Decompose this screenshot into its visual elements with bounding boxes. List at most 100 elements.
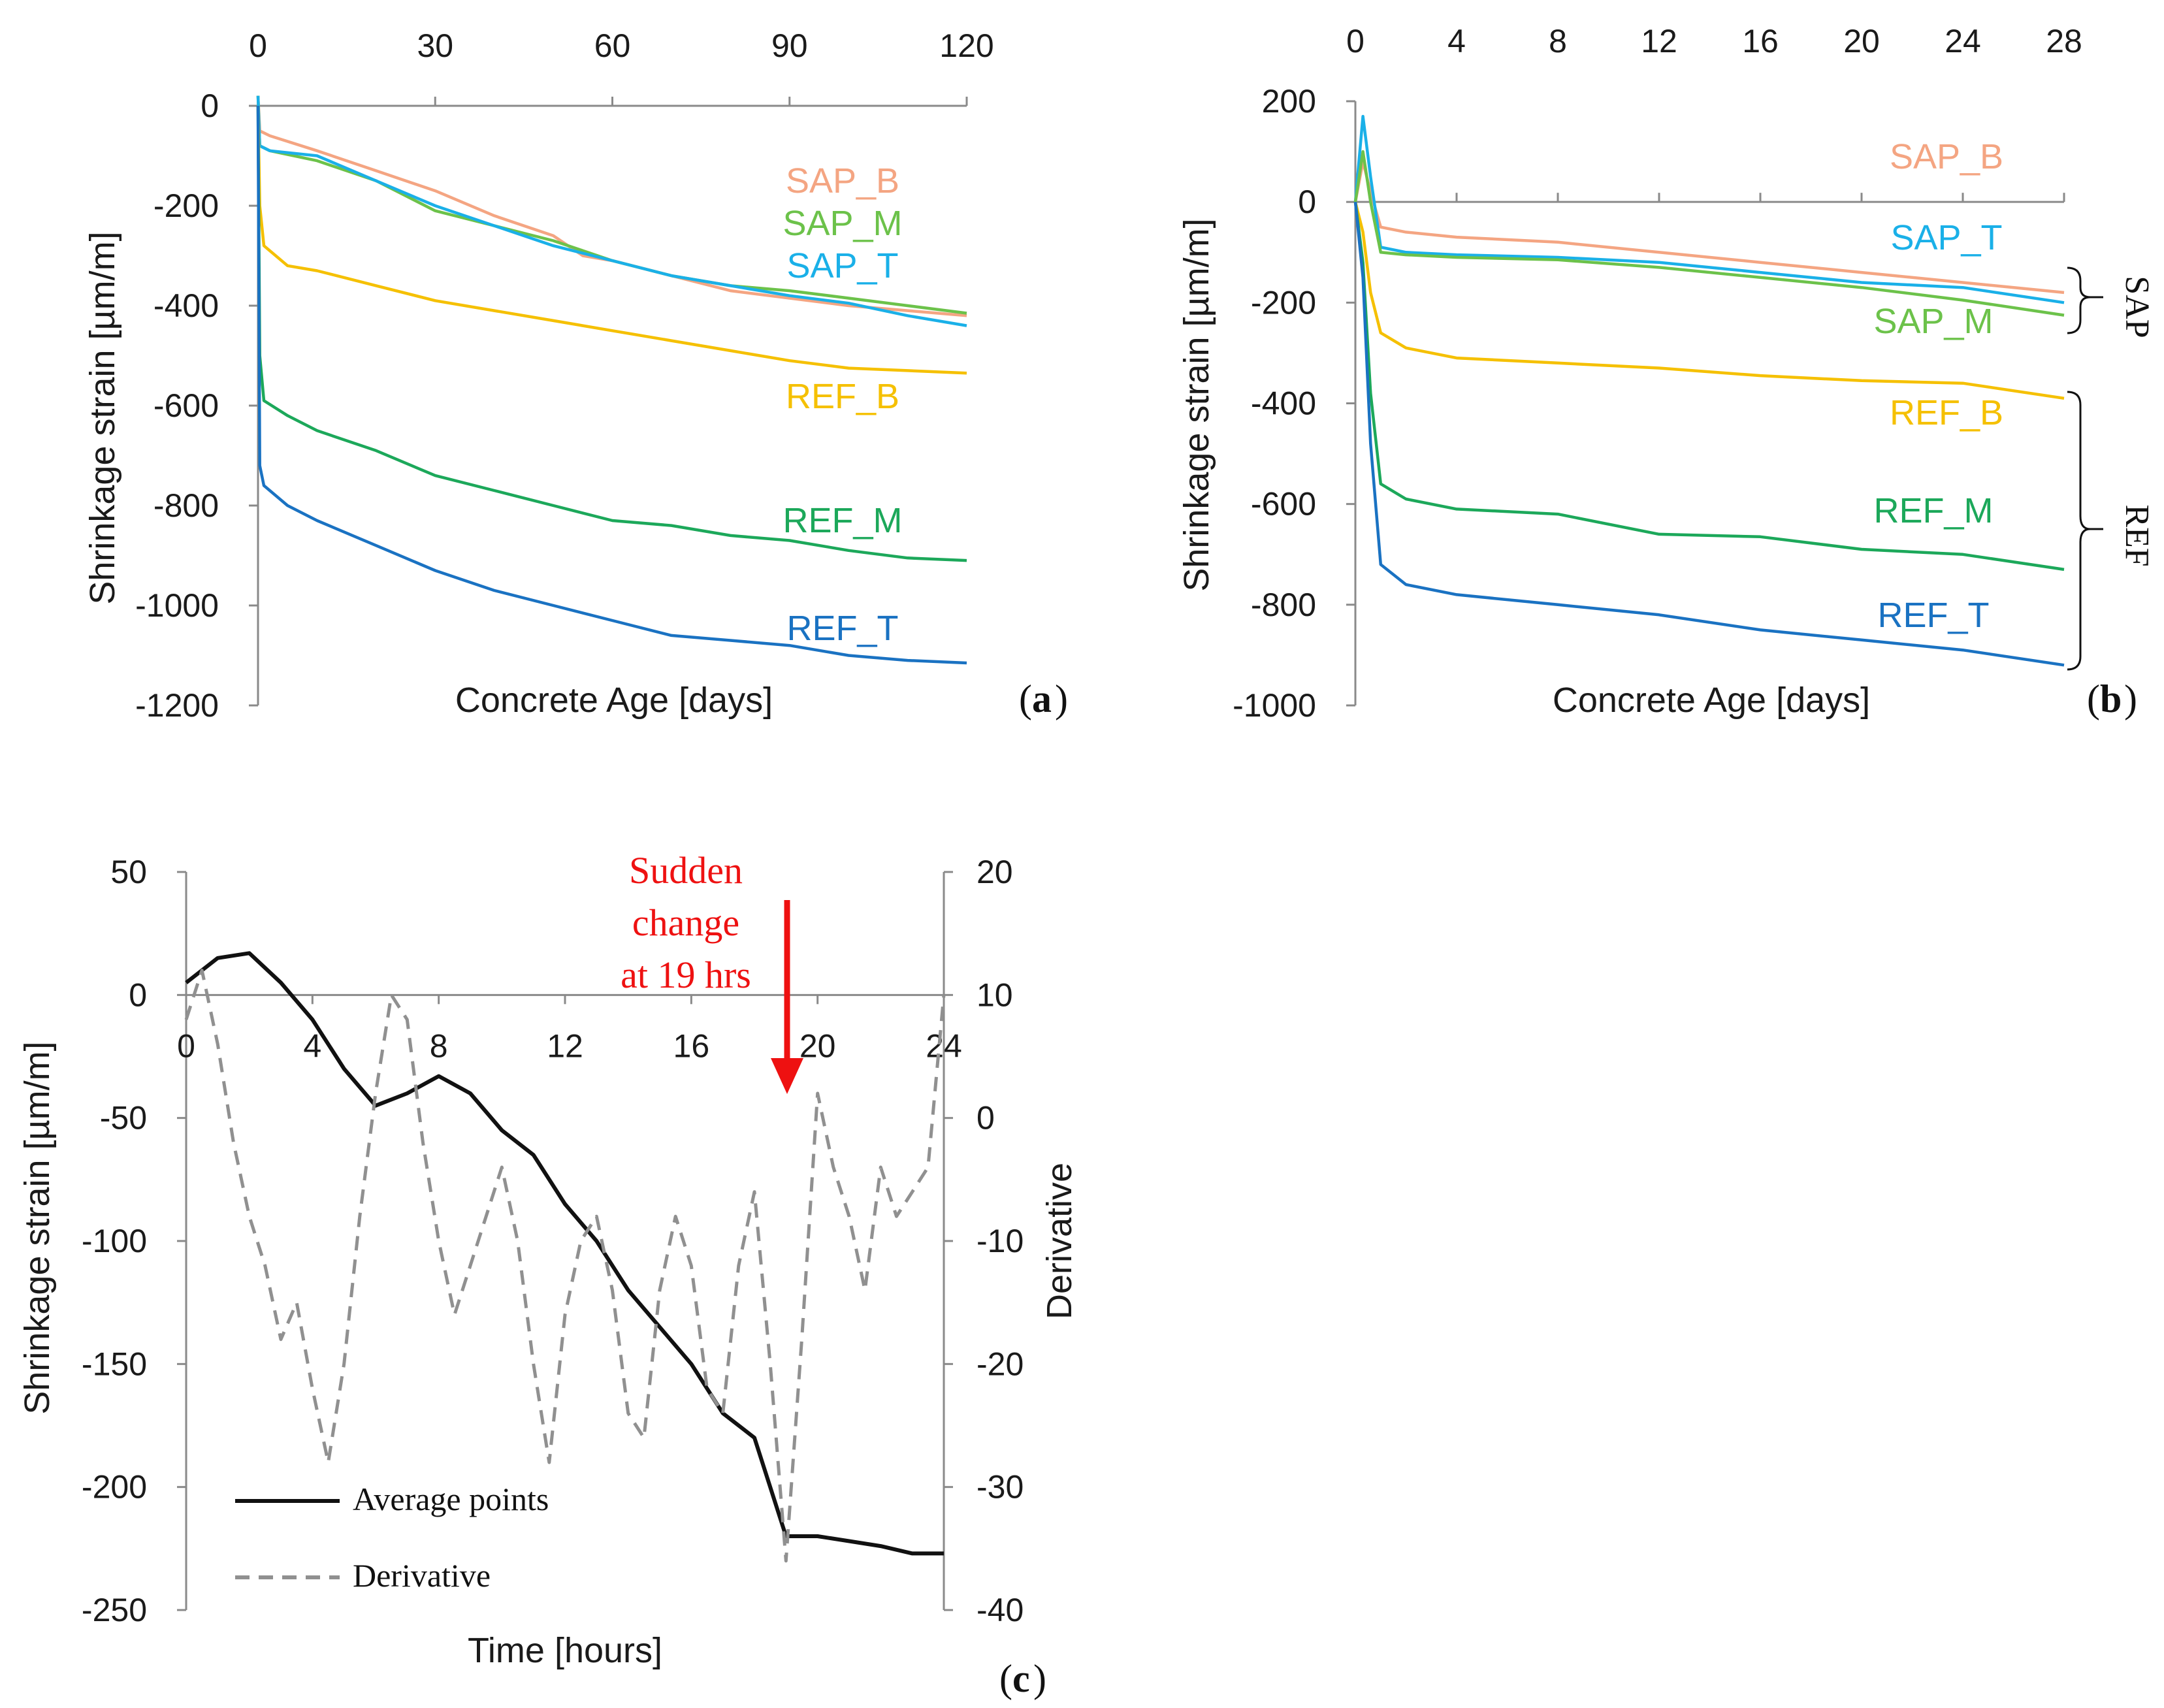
legend-derivative-label: Derivative bbox=[353, 1557, 491, 1594]
panel-b-xtick-label: 0 bbox=[1346, 23, 1365, 59]
series-line-average-points bbox=[185, 951, 944, 1556]
sap-group-bracket bbox=[2067, 266, 2091, 334]
panel-b-xtick-label: 24 bbox=[1945, 23, 1981, 59]
panel-c-xtick-label: 16 bbox=[673, 1027, 710, 1064]
panel-a-ytick-label: -1200 bbox=[135, 687, 219, 724]
series-label-ref-b: REF_B bbox=[786, 377, 899, 416]
panel-c-ytick-label: -100 bbox=[82, 1223, 147, 1259]
panel-b-xtick-label: 20 bbox=[1843, 23, 1880, 59]
series-line-ref-b bbox=[1353, 201, 2065, 400]
panel-b-label-close: ) bbox=[2124, 677, 2137, 720]
panel-a-label: a bbox=[1032, 677, 1052, 720]
series-line-derivative bbox=[184, 969, 946, 1563]
panel-b-xtick-label: 4 bbox=[1447, 23, 1466, 59]
annotation-line-2: change bbox=[632, 901, 739, 944]
series-line-ref-b bbox=[256, 105, 967, 375]
panel-a-ytick-label: -200 bbox=[153, 187, 219, 224]
panel-a-ylabel: Shrinkage strain [µm/m] bbox=[83, 231, 122, 604]
chart-panel-c: 0 4 8 12 16 20 24 50 0 -50 -100 -150 -200 -250 20 10 0 -1… bbox=[18, 849, 1079, 1700]
panel-c-label: c bbox=[1012, 1657, 1030, 1700]
panel-b-ytick-label: -600 bbox=[1251, 486, 1316, 523]
panel-b-ytick-label: -400 bbox=[1251, 385, 1316, 422]
panel-a-ytick-label: -400 bbox=[153, 287, 219, 324]
panel-c-ylabel: Shrinkage strain [µm/m] bbox=[18, 1041, 57, 1414]
panel-c-ytick-label: -250 bbox=[82, 1592, 147, 1628]
chart-panel-a: 0 30 60 90 120 0 -200 -400 -600 -800 -1000 -1200 SA… bbox=[83, 27, 1068, 724]
series-label-sap-b: SAP_B bbox=[786, 161, 899, 201]
panel-b-ylabel: Shrinkage strain [µm/m] bbox=[1177, 218, 1216, 591]
panel-b-ytick-label: 0 bbox=[1298, 184, 1316, 220]
panel-c-y2tick-label: -10 bbox=[977, 1223, 1024, 1259]
panel-c-ytick-label: 50 bbox=[110, 854, 147, 890]
annotation-line-3: at 19 hrs bbox=[621, 954, 751, 996]
series-line-sap-t bbox=[1353, 114, 2065, 304]
annotation-line-1: Sudden bbox=[629, 849, 743, 892]
panel-a-ytick-label: 0 bbox=[201, 88, 219, 124]
panel-c-xlabel: Time [hours] bbox=[468, 1631, 662, 1670]
panel-c-ytick-label: 0 bbox=[129, 976, 147, 1013]
panel-a-ytick-label: -800 bbox=[153, 487, 219, 524]
panel-c-y2label: Derivative bbox=[1040, 1163, 1079, 1319]
series-label-ref-m: REF_M bbox=[1873, 491, 1993, 530]
legend-average-label: Average points bbox=[353, 1481, 549, 1517]
series-line-sap-m bbox=[1353, 150, 2065, 317]
ref-group-label: REF bbox=[2118, 504, 2156, 566]
panel-c-xtick-label: 12 bbox=[547, 1027, 583, 1064]
ref-group-bracket bbox=[2067, 391, 2091, 671]
panel-c-y2tick-label: -30 bbox=[977, 1469, 1024, 1506]
panel-b-ytick-label: -800 bbox=[1251, 587, 1316, 623]
series-label-ref-m: REF_M bbox=[783, 501, 902, 540]
panel-a-xtick-label: 60 bbox=[594, 27, 631, 64]
series-label-sap-m: SAP_M bbox=[783, 204, 902, 243]
panel-c-xtick-label: 24 bbox=[926, 1027, 962, 1064]
panel-c-label-close: ) bbox=[1033, 1657, 1046, 1700]
chart-panel-b: 0 4 8 12 16 20 24 28 200 0 -200 -400 -600 -800 -1000 S… bbox=[1177, 23, 2156, 724]
series-line-ref-m bbox=[256, 105, 967, 562]
series-line-ref-t bbox=[256, 105, 967, 665]
panel-c-xtick-label: 0 bbox=[177, 1027, 195, 1064]
panel-b-ytick-label: -200 bbox=[1251, 284, 1316, 321]
panel-a-xtick-label: 0 bbox=[249, 27, 267, 64]
series-label-ref-t: REF_T bbox=[1877, 596, 1989, 635]
panel-c-xtick-label: 20 bbox=[799, 1027, 836, 1064]
series-label-sap-t: SAP_T bbox=[1890, 218, 2002, 257]
panel-a-xtick-label: 120 bbox=[939, 27, 993, 64]
panel-a-ytick-label: -600 bbox=[153, 387, 219, 424]
panel-c-xtick-label: 8 bbox=[430, 1027, 448, 1064]
panel-b-label-open: ( bbox=[2087, 677, 2100, 720]
panel-c-y2tick-label: 0 bbox=[977, 1100, 995, 1136]
panel-c-ytick-label: -150 bbox=[82, 1345, 147, 1382]
panel-c-y2tick-label: 20 bbox=[977, 854, 1013, 890]
series-label-sap-m: SAP_M bbox=[1873, 302, 1993, 341]
panel-c-label-open: ( bbox=[999, 1657, 1012, 1700]
panel-a-xtick-label: 30 bbox=[417, 27, 453, 64]
panel-c-y2tick-label: -40 bbox=[977, 1592, 1024, 1628]
panel-a-label-open: ( bbox=[1019, 677, 1032, 720]
series-line-sap-t bbox=[256, 95, 967, 327]
panel-c-y2tick-label: -20 bbox=[977, 1345, 1024, 1382]
panel-c-xtick-label: 4 bbox=[303, 1027, 321, 1064]
panel-b-xtick-label: 28 bbox=[2046, 23, 2082, 59]
panel-c-ytick-label: -200 bbox=[82, 1469, 147, 1506]
panel-c-y2tick-label: 10 bbox=[977, 976, 1013, 1013]
series-line-ref-t bbox=[1353, 201, 2065, 667]
series-label-ref-b: REF_B bbox=[1890, 393, 2003, 432]
series-label-sap-b: SAP_B bbox=[1890, 137, 2003, 176]
series-label-sap-t: SAP_T bbox=[786, 246, 898, 285]
panel-b-label: b bbox=[2100, 677, 2122, 720]
panel-b-ytick-label: -1000 bbox=[1233, 687, 1316, 724]
series-line-sap-m bbox=[256, 95, 967, 315]
panel-b-xtick-label: 8 bbox=[1549, 23, 1567, 59]
panel-a-xtick-label: 90 bbox=[771, 27, 808, 64]
panel-b-ytick-label: 200 bbox=[1262, 83, 1316, 120]
panel-b-xtick-label: 12 bbox=[1641, 23, 1677, 59]
sap-group-label: SAP bbox=[2118, 276, 2156, 338]
panel-a-label-close: ) bbox=[1055, 677, 1068, 720]
annotation-arrow-head bbox=[771, 1058, 803, 1094]
series-line-ref-m bbox=[1353, 201, 2065, 572]
panel-b-xlabel: Concrete Age [days] bbox=[1553, 681, 1870, 720]
panel-c-ytick-label: -50 bbox=[100, 1100, 147, 1136]
panel-a-ytick-label: -1000 bbox=[135, 587, 219, 624]
panel-a-xlabel: Concrete Age [days] bbox=[455, 681, 773, 720]
